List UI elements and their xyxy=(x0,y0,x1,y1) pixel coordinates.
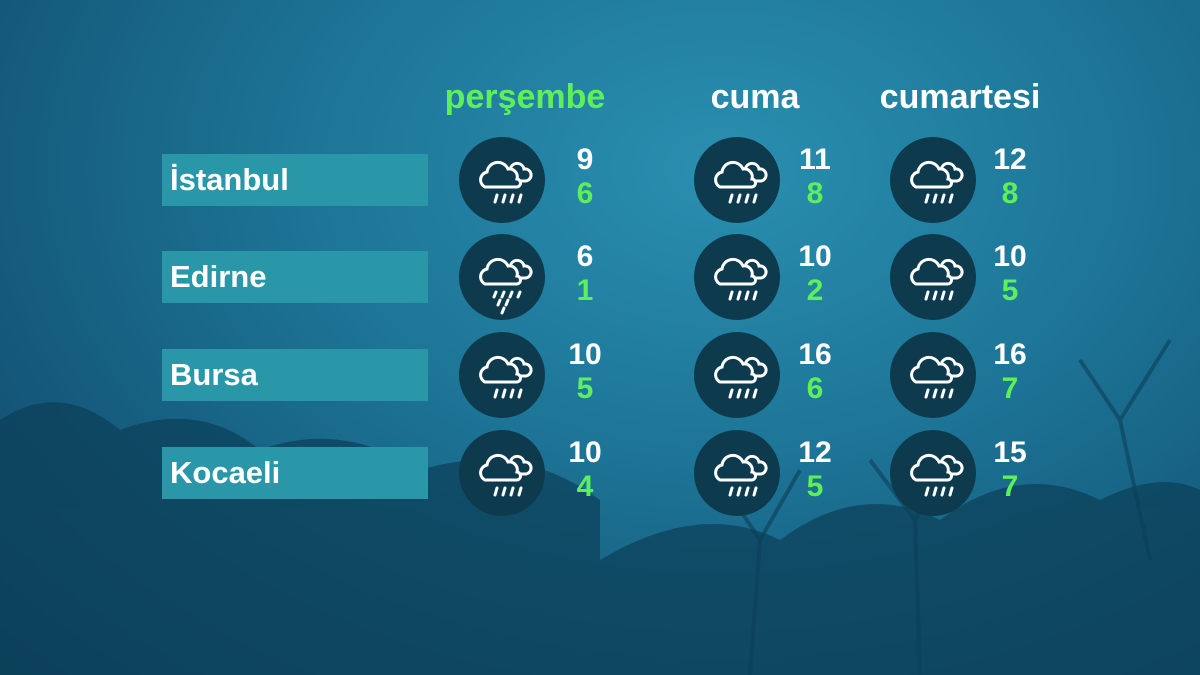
rain-cloud-icon xyxy=(890,234,976,320)
low-temp: 6 xyxy=(576,177,594,210)
low-temp: 4 xyxy=(576,470,594,503)
high-temp: 6 xyxy=(576,240,594,273)
high-temp: 15 xyxy=(993,436,1027,469)
low-temp: 7 xyxy=(1001,372,1019,405)
rain-cloud-icon xyxy=(694,332,780,418)
high-temp: 10 xyxy=(993,240,1027,273)
high-temp: 10 xyxy=(798,240,832,273)
rain-cloud-icon xyxy=(459,332,545,418)
rain-cloud-icon xyxy=(890,430,976,516)
high-temp: 10 xyxy=(568,338,602,371)
rain-cloud-icon xyxy=(459,430,545,516)
low-temp: 5 xyxy=(1001,274,1019,307)
day-header-1: cuma xyxy=(710,78,800,116)
rain-cloud-icon xyxy=(694,430,780,516)
day-header-2: cumartesi xyxy=(879,78,1041,116)
rain-cloud-icon xyxy=(459,137,545,223)
rain-cloud-icon xyxy=(890,332,976,418)
low-temp: 7 xyxy=(1001,470,1019,503)
heavy-rain-cloud-icon xyxy=(459,234,545,320)
low-temp: 5 xyxy=(806,470,824,503)
low-temp: 8 xyxy=(806,177,824,210)
high-temp: 16 xyxy=(798,338,832,371)
high-temp: 10 xyxy=(568,436,602,469)
high-temp: 16 xyxy=(993,338,1027,371)
city-label: Edirne xyxy=(162,251,428,303)
rain-cloud-icon xyxy=(694,234,780,320)
city-label: Bursa xyxy=(162,349,428,401)
rain-cloud-icon xyxy=(890,137,976,223)
city-label: İstanbul xyxy=(162,154,428,206)
high-temp: 12 xyxy=(798,436,832,469)
low-temp: 6 xyxy=(806,372,824,405)
low-temp: 1 xyxy=(576,274,594,307)
low-temp: 8 xyxy=(1001,177,1019,210)
high-temp: 11 xyxy=(799,143,831,176)
high-temp: 12 xyxy=(993,143,1027,176)
low-temp: 2 xyxy=(806,274,824,307)
rain-cloud-icon xyxy=(694,137,780,223)
day-header-0: perşembe xyxy=(444,78,606,116)
high-temp: 9 xyxy=(576,143,594,176)
low-temp: 5 xyxy=(576,372,594,405)
city-label: Kocaeli xyxy=(162,447,428,499)
